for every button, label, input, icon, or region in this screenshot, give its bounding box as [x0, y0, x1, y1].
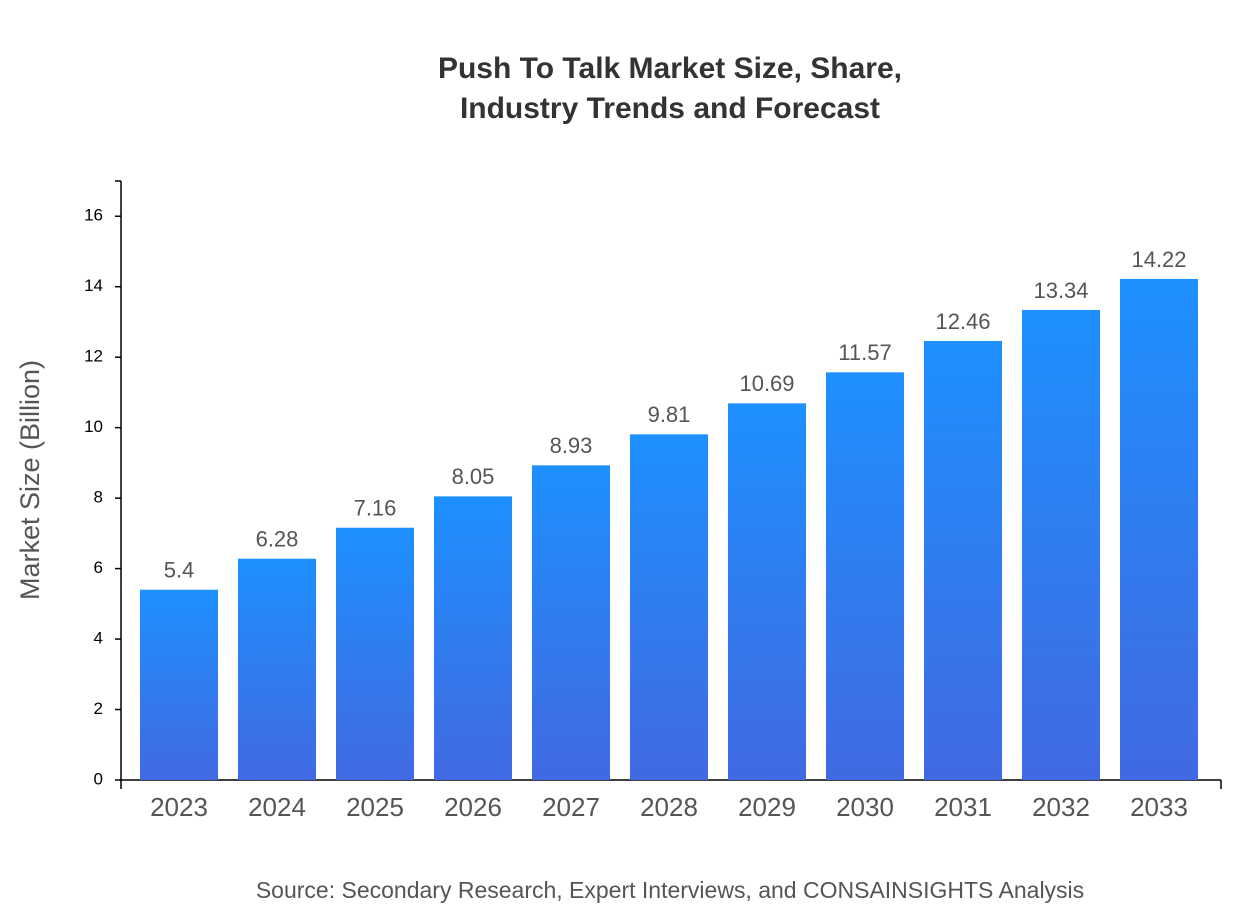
y-tick-label: 16 [84, 206, 103, 225]
bar [728, 403, 806, 780]
x-tick-label: 2025 [346, 792, 404, 822]
value-label: 11.57 [838, 340, 891, 365]
bar [1120, 278, 1198, 780]
value-label: 5.4 [164, 558, 195, 583]
x-tick-label: 2029 [738, 792, 796, 822]
value-label: 8.93 [550, 433, 593, 458]
y-tick-label: 8 [94, 488, 103, 507]
x-tick-label: 2031 [934, 792, 992, 822]
bar [532, 465, 610, 780]
value-label: 13.34 [1033, 278, 1088, 303]
bar [924, 340, 1002, 780]
value-label: 6.28 [256, 527, 299, 552]
value-label: 12.46 [935, 309, 990, 334]
x-tick-label: 2023 [150, 792, 208, 822]
y-tick-label: 10 [84, 417, 103, 436]
y-tick-label: 0 [94, 769, 103, 788]
x-tick-label: 2026 [444, 792, 502, 822]
y-axis-label: Market Size (Billion) [15, 360, 45, 600]
value-label: 10.69 [739, 371, 794, 396]
x-tick-label: 2027 [542, 792, 600, 822]
value-label: 8.05 [452, 464, 495, 489]
x-tick-label: 2032 [1032, 792, 1090, 822]
bar [140, 589, 218, 780]
chart-title: Industry Trends and Forecast [460, 92, 880, 125]
bar [630, 434, 708, 780]
y-tick-label: 6 [94, 558, 103, 577]
bar [238, 558, 316, 780]
y-tick-label: 14 [84, 276, 103, 295]
value-label: 7.16 [354, 496, 397, 521]
chart-title: Push To Talk Market Size, Share, [438, 52, 902, 85]
x-tick-label: 2033 [1130, 792, 1188, 822]
source-note: Source: Secondary Research, Expert Inter… [256, 877, 1084, 903]
bar [434, 496, 512, 780]
bar [336, 527, 414, 780]
value-label: 14.22 [1131, 247, 1186, 272]
x-tick-label: 2024 [248, 792, 306, 822]
y-tick-label: 2 [94, 699, 103, 718]
bar [826, 372, 904, 780]
y-tick-label: 4 [94, 629, 103, 648]
y-tick-label: 12 [84, 347, 103, 366]
value-label: 9.81 [648, 402, 691, 427]
x-tick-label: 2030 [836, 792, 894, 822]
bar [1022, 309, 1100, 780]
x-tick-label: 2028 [640, 792, 698, 822]
